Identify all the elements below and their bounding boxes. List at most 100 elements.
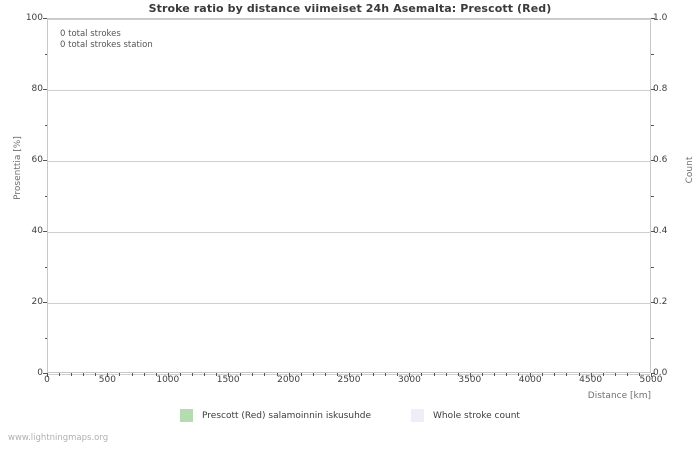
x-axis-tick-mark [168, 373, 169, 377]
gridline [48, 232, 650, 233]
gridline [48, 303, 650, 304]
x-axis-minor-tick-mark [446, 373, 447, 376]
x-axis-minor-tick-mark [313, 373, 314, 376]
annotation-line-total-strokes: 0 total strokes [60, 29, 121, 39]
y-axis-left-title: Prosenttia [%] [13, 136, 23, 200]
watermark-label: www.lightningmaps.org [8, 433, 109, 443]
x-axis-minor-tick-mark [421, 373, 422, 376]
y-axis-right-tick-mark [651, 160, 655, 161]
y-axis-right-tick-mark [651, 89, 655, 90]
x-axis-tick-label: 3500 [458, 375, 482, 385]
x-axis-minor-tick-mark [240, 373, 241, 376]
x-axis-minor-tick-mark [132, 373, 133, 376]
y-axis-left-minor-tick-mark [44, 125, 47, 126]
x-axis-minor-tick-mark [71, 373, 72, 376]
x-axis-title: Distance [km] [587, 391, 651, 401]
y-axis-left-minor-tick-mark [44, 196, 47, 197]
y-axis-left-tick-label: 60 [31, 155, 43, 165]
y-axis-right-minor-tick-mark [651, 54, 654, 55]
x-axis-tick-label: 4000 [518, 375, 542, 385]
plot-annotation: 0 total strokes 0 total strokes station [60, 29, 153, 51]
x-axis-tick-mark [651, 373, 652, 377]
y-axis-right-minor-tick-mark [651, 338, 654, 339]
x-axis-minor-tick-mark [603, 373, 604, 376]
x-axis-minor-tick-mark [361, 373, 362, 376]
y-axis-right-tick-label: 0.4 [653, 226, 668, 236]
x-axis-tick-label: 5000 [639, 375, 663, 385]
x-axis-minor-tick-mark [554, 373, 555, 376]
y-axis-right-tick-mark [651, 302, 655, 303]
legend-item[interactable]: Prescott (Red) salamoinnin iskusuhde [180, 409, 371, 422]
x-axis-tick-mark [470, 373, 471, 377]
x-axis-minor-tick-mark [264, 373, 265, 376]
plot-area: 0 total strokes 0 total strokes station [47, 18, 651, 375]
x-axis-minor-tick-mark [156, 373, 157, 376]
y-axis-left-tick-label: 40 [31, 226, 43, 236]
legend-item[interactable]: Whole stroke count [411, 409, 520, 422]
y-axis-right-tick-label: 0.8 [653, 84, 668, 94]
legend-swatch-icon [411, 409, 425, 422]
x-axis-minor-tick-mark [458, 373, 459, 376]
y-axis-right-tick-label: 1.0 [653, 13, 668, 23]
gridline [48, 161, 650, 162]
y-axis-left-tick-mark [43, 302, 47, 303]
y-axis-right-tick-mark [651, 18, 655, 19]
y-axis-left-tick-label: 20 [31, 297, 43, 307]
y-axis-right-title: Count [685, 156, 695, 184]
x-axis-minor-tick-mark [397, 373, 398, 376]
x-axis-minor-tick-mark [83, 373, 84, 376]
x-axis-minor-tick-mark [518, 373, 519, 376]
legend-item-label: Prescott (Red) salamoinnin iskusuhde [202, 410, 372, 421]
y-axis-left-tick-label: 100 [25, 13, 43, 23]
x-axis-tick-label: 3000 [397, 375, 421, 385]
x-axis-tick-label: 4500 [579, 375, 603, 385]
x-axis-tick-mark [289, 373, 290, 377]
x-axis-tick-mark [107, 373, 108, 377]
x-axis-tick-label: 2000 [277, 375, 301, 385]
x-axis-tick-mark [47, 373, 48, 377]
chart-title: Stroke ratio by distance viimeiset 24h A… [148, 2, 552, 15]
x-axis-tick-mark [349, 373, 350, 377]
x-axis-minor-tick-mark [434, 373, 435, 376]
gridline [48, 90, 650, 91]
x-axis-tick-label: 1500 [216, 375, 240, 385]
y-axis-right-tick-mark [651, 231, 655, 232]
x-axis-minor-tick-mark [494, 373, 495, 376]
x-axis-tick-mark [530, 373, 531, 377]
x-axis-tick-label: 2500 [337, 375, 361, 385]
x-axis-tick-marks [47, 373, 652, 378]
x-axis-minor-tick-mark [95, 373, 96, 376]
legend-swatch-icon [180, 409, 194, 422]
x-axis-minor-tick-mark [59, 373, 60, 376]
x-axis-minor-tick-mark [337, 373, 338, 376]
x-axis-minor-tick-mark [482, 373, 483, 376]
x-axis-minor-tick-mark [325, 373, 326, 376]
x-axis-minor-tick-mark [216, 373, 217, 376]
x-axis-minor-tick-mark [144, 373, 145, 376]
x-axis-minor-tick-mark [566, 373, 567, 376]
x-axis-minor-tick-mark [579, 373, 580, 376]
y-axis-left-tick-mark [43, 89, 47, 90]
y-axis-right-minor-tick-mark [651, 196, 654, 197]
y-axis-left-tick-mark [43, 18, 47, 19]
x-axis-minor-tick-mark [615, 373, 616, 376]
x-axis-tick-mark [228, 373, 229, 377]
x-axis-minor-tick-mark [373, 373, 374, 376]
x-axis-minor-tick-mark [204, 373, 205, 376]
y-axis-right-minor-tick-mark [651, 125, 654, 126]
x-axis-minor-tick-mark [180, 373, 181, 376]
legend-item-label: Whole stroke count [433, 410, 520, 421]
y-axis-right-minor-tick-mark [651, 267, 654, 268]
x-axis-tick-mark [409, 373, 410, 377]
y-axis-left-tick-mark [43, 373, 47, 374]
x-axis-minor-tick-mark [252, 373, 253, 376]
y-axis-left-minor-tick-mark [44, 267, 47, 268]
x-axis-minor-tick-mark [301, 373, 302, 376]
y-axis-left-tick-label: 0 [37, 368, 43, 378]
y-axis-left-minor-tick-mark [44, 338, 47, 339]
y-axis-left-tick-mark [43, 160, 47, 161]
y-axis-left-tick-mark [43, 231, 47, 232]
x-axis-minor-tick-mark [639, 373, 640, 376]
x-axis-tick-label: 0 [44, 375, 50, 385]
